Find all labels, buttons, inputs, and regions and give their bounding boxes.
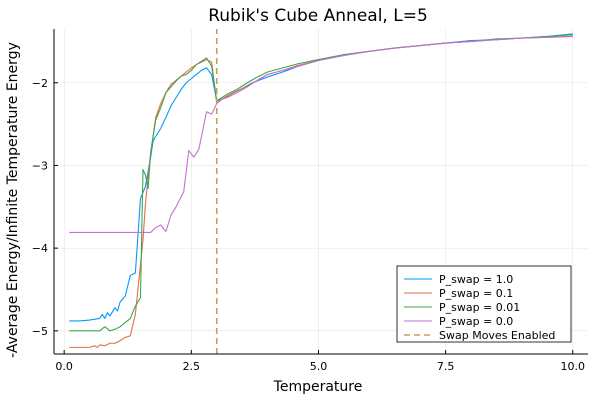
series-line-3 [69,35,573,233]
x-tick-label-0: 0.0 [55,360,73,373]
y-tick-label-0: −5 [32,325,48,338]
y-tick-label-1: −4 [32,242,48,255]
series-layer [69,29,573,354]
x-axis-label: Temperature [273,379,363,395]
ticks: 0.0 2.5 5.0 7.5 10.0 −5 −4 −3 −2 [32,77,585,373]
x-tick-label-1: 2.5 [183,360,201,373]
legend-label-3: P_swap = 0.0 [439,315,513,328]
chart-title: Rubik's Cube Anneal, L=5 [208,6,428,26]
x-tick-label-4: 10.0 [560,360,585,373]
y-tick-label-3: −2 [32,77,48,90]
y-tick-label-2: −3 [32,159,48,172]
legend: P_swap = 1.0P_swap = 0.1P_swap = 0.01P_s… [396,265,572,343]
y-axis-label: -Average Energy/Infinite Temperature Ene… [5,42,21,358]
legend-label-0: P_swap = 1.0 [439,273,513,286]
legend-label-4: Swap Moves Enabled [439,329,555,342]
x-tick-label-2: 5.0 [310,360,328,373]
legend-label-2: P_swap = 0.01 [439,301,520,314]
legend-label-1: P_swap = 0.1 [439,287,513,300]
x-tick-label-3: 7.5 [437,360,455,373]
